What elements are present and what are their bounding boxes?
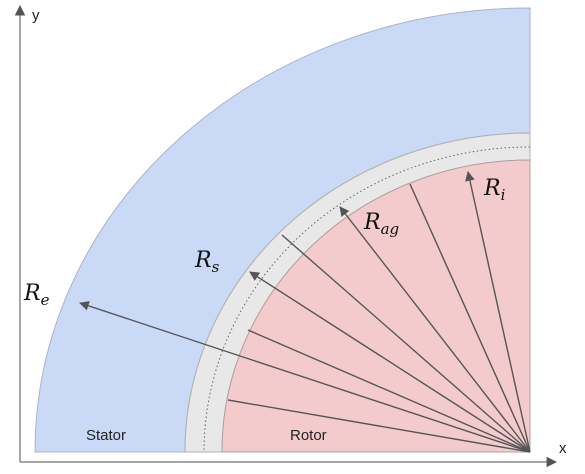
arrow [249,271,531,453]
arrow [227,399,531,453]
stator-label: Stator [86,427,126,444]
arrow [465,171,531,453]
arrow [339,206,531,453]
radius-label: Rag [363,210,399,238]
arrow [79,301,531,453]
air-gap-line [203,146,531,453]
radius-arrows [79,171,531,453]
arrow [281,234,531,453]
radius-label: Rs [194,248,220,276]
arrow [247,329,531,453]
x-axis-label: x [559,440,567,457]
arrow [409,183,531,453]
radius-label: Ri [483,176,506,204]
rotor [221,159,531,453]
y-axis-label: y [32,7,40,24]
radius-label: Re [23,281,50,309]
rotor-label: Rotor [290,427,327,444]
